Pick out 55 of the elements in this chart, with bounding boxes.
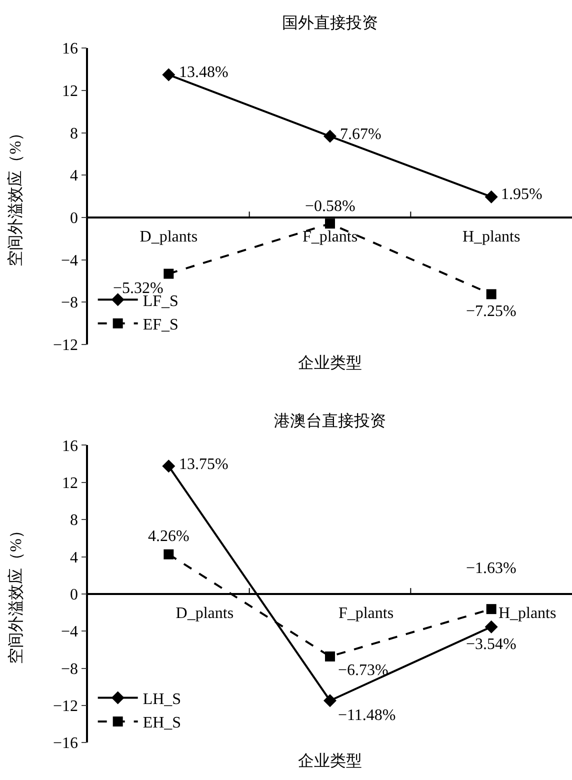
y-tick-label: −12 [53,698,78,716]
data-label: 1.95% [501,186,542,203]
x-tick-label: D_plants [176,604,234,622]
data-label: −11.48% [338,707,396,724]
x-tick-label: F_plants [338,604,394,622]
y-tick-label: −4 [61,252,78,270]
x-tick-label: H_plants [498,604,556,622]
point [486,604,496,614]
legend-label: EF_S [142,316,178,334]
x-axis-title: 企业类型 [298,752,362,770]
y-tick-label: 4 [70,549,78,566]
data-label: −1.63% [466,560,516,577]
data-label: −6.73% [338,662,388,679]
x-tick-label: F_plants [302,228,358,246]
point [164,268,174,279]
y-tick-label: 0 [70,210,78,228]
point [484,190,498,204]
point [162,460,176,473]
point [324,130,336,143]
x-axis-title: 企业类型 [298,354,362,372]
y-tick-label: 16 [62,40,78,58]
y-tick-label: 4 [70,168,78,185]
y-tick-label: 12 [62,83,78,100]
y-tick-label: 12 [62,475,78,492]
x-tick-label: D_plants [140,228,198,246]
y-axis-title: 空间外溢效应（%） [6,124,25,266]
data-label: 7.67% [340,126,382,143]
data-label: 13.48% [179,64,228,81]
data-label: −0.58% [305,198,356,215]
y-tick-label: −8 [61,660,78,678]
point [486,289,496,300]
y-tick-label: −16 [53,735,78,752]
point [164,549,174,560]
chart-title: 港澳台直接投资 [274,412,386,430]
point [162,68,176,82]
data-label: 13.75% [179,456,228,473]
x-tick-label: H_plants [462,228,520,246]
y-tick-label: −12 [53,337,78,354]
legend-label: LH_S [142,690,182,708]
y-tick-label: 8 [70,125,78,142]
chart-title: 国外直接投资 [282,14,378,32]
data-label: −7.25% [466,303,516,320]
data-label: −3.54% [466,636,516,653]
legend-label: EH_S [142,714,182,732]
y-tick-label: 8 [70,512,78,530]
y-tick-label: 16 [62,438,78,455]
point [325,651,335,662]
data-label: 4.26% [148,528,190,545]
y-tick-label: 0 [70,586,78,604]
point [324,694,336,708]
point [325,218,335,229]
y-tick-label: −8 [61,294,78,312]
y-tick-label: −4 [61,624,78,641]
y-axis-title: 空间外溢效应（%） [7,522,26,664]
point [484,620,498,634]
